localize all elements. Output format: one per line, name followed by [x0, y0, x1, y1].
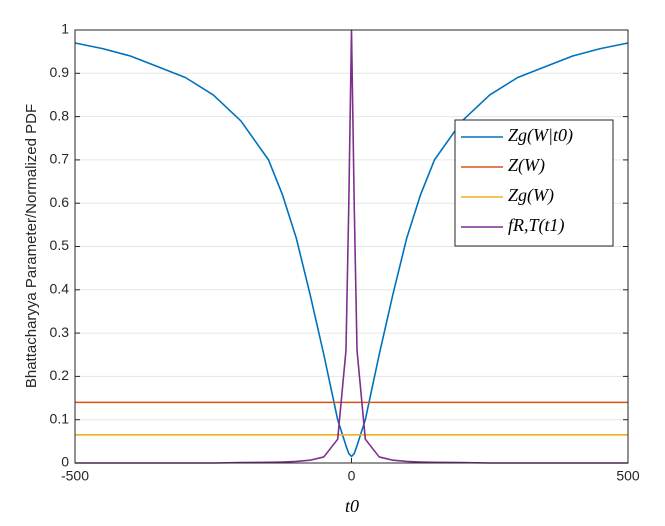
legend-label: Zg(W) — [508, 185, 554, 206]
y-tick-label: 1 — [61, 21, 69, 37]
y-tick-label: 0.1 — [50, 410, 70, 426]
y-tick-label: 0.8 — [50, 107, 70, 123]
legend-label: Zg(W|t0) — [508, 125, 573, 146]
x-tick-label: -500 — [61, 468, 89, 484]
data-line — [74, 42, 629, 458]
x-tick-label: 0 — [348, 468, 356, 484]
y-tick-label: 0.4 — [50, 281, 70, 297]
legend-box — [454, 119, 614, 247]
y-tick-label: 0.3 — [50, 324, 70, 340]
y-tick-label: 0.9 — [50, 64, 70, 80]
x-axis-label: t0 — [345, 496, 359, 516]
plot-frame — [74, 29, 629, 464]
y-tick-label: 0 — [61, 454, 69, 470]
y-tick-label: 0.7 — [50, 151, 70, 167]
legend-label: fR,T(t1) — [508, 215, 565, 236]
y-axis-label: Bhattacharyya Parameter/Normalized PDF — [23, 104, 40, 388]
legend-label: Z(W) — [508, 155, 545, 176]
y-tick-label: 0.6 — [50, 194, 70, 210]
y-tick-label: 0.2 — [50, 367, 70, 383]
x-tick-label: 500 — [616, 468, 640, 484]
y-tick-label: 0.5 — [50, 237, 70, 253]
